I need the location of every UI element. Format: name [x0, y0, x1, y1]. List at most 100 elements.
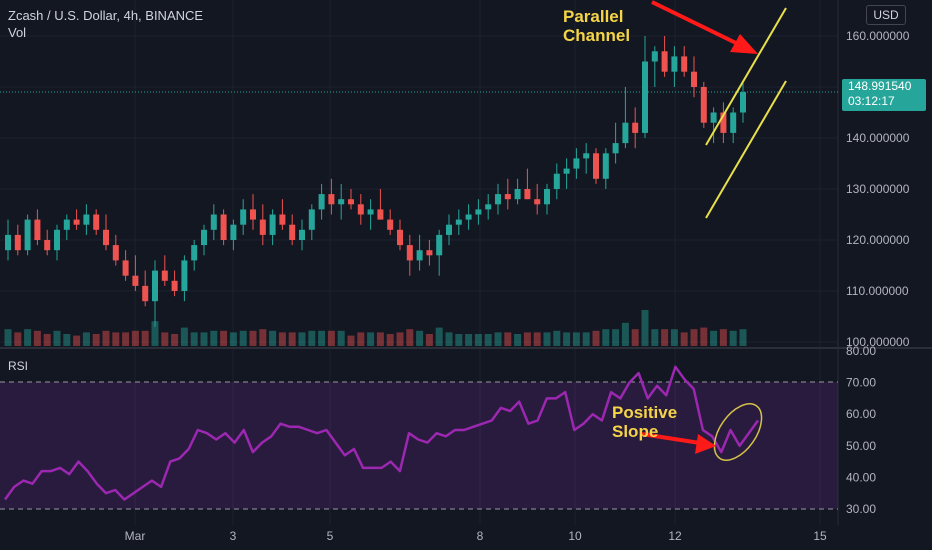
- volume-bar: [151, 321, 159, 346]
- candle-body: [671, 56, 678, 72]
- candle-body: [661, 51, 668, 72]
- volume-bar: [592, 330, 600, 346]
- volume-bar: [73, 335, 81, 346]
- candle-body: [632, 122, 639, 133]
- volume-bar: [651, 329, 659, 346]
- time-tick-label: 8: [477, 529, 484, 543]
- price-tick-label: 130.000000: [846, 182, 910, 196]
- volume-bar: [425, 334, 433, 346]
- volume-bar: [4, 329, 12, 346]
- candle-body: [593, 153, 599, 179]
- volume-bar: [141, 330, 149, 346]
- candle-body: [220, 214, 227, 240]
- volume-bar: [278, 332, 286, 346]
- channel-lower-line: [705, 80, 787, 219]
- candle-body: [602, 153, 609, 179]
- volume-bar: [259, 329, 267, 346]
- candle-body: [152, 270, 158, 302]
- rsi-series: [3, 365, 760, 501]
- time-tick-label: Mar: [125, 529, 146, 543]
- candle-body: [544, 189, 550, 205]
- volume-bar: [631, 329, 639, 346]
- volume-bar: [288, 332, 296, 346]
- volume-bar: [327, 330, 335, 346]
- volume-bar: [406, 329, 414, 346]
- volume-bar: [680, 332, 688, 346]
- candle-body: [377, 209, 384, 220]
- volume-bar: [14, 332, 22, 346]
- volume-bar: [563, 332, 571, 346]
- candle-body: [622, 122, 629, 144]
- volume-bar: [269, 330, 277, 346]
- channel-label-2: Channel: [563, 26, 630, 45]
- price-tick-label: 120.000000: [846, 233, 910, 247]
- candle-body: [24, 219, 31, 251]
- candle-body: [250, 209, 256, 220]
- volume-bar: [347, 335, 355, 346]
- price-axis[interactable]: 160.000000150.000000140.000000130.000000…: [846, 29, 910, 349]
- volume-bar: [729, 330, 737, 346]
- candle-body: [504, 194, 511, 200]
- candle-body: [230, 224, 237, 240]
- candle-body: [514, 189, 521, 200]
- currency-button[interactable]: USD: [866, 5, 906, 25]
- candle-body: [328, 194, 335, 205]
- time-tick-label: 10: [568, 529, 582, 543]
- volume-bar: [533, 332, 541, 346]
- volume-bar: [33, 330, 41, 346]
- candle-body: [651, 51, 658, 62]
- volume-bar: [337, 330, 345, 346]
- volume-label: Vol: [8, 25, 27, 40]
- candle-body: [357, 204, 364, 215]
- volume-bar: [621, 322, 629, 346]
- candle-body: [54, 229, 60, 251]
- volume-bar: [112, 332, 120, 346]
- last-price-value: 148.991540: [848, 79, 912, 93]
- volume-bar: [670, 329, 678, 346]
- candle-body: [416, 250, 423, 261]
- volume-bar: [200, 332, 208, 346]
- rsi-axis[interactable]: 80.00 70.00 60.00 50.00 40.00 30.00: [846, 344, 876, 516]
- candle-body: [34, 219, 41, 240]
- candle-body: [181, 260, 188, 291]
- candle-body: [406, 245, 413, 261]
- volume-bar: [63, 334, 71, 346]
- candle-body: [122, 260, 129, 276]
- volume-bar: [435, 327, 443, 346]
- volume-bar: [612, 329, 620, 346]
- time-tick-label: 5: [327, 529, 334, 543]
- volume-bar: [122, 332, 130, 346]
- candle-body: [269, 214, 276, 235]
- price-tick-label: 110.000000: [846, 284, 909, 298]
- candle-body: [279, 214, 286, 225]
- volume-bar: [171, 334, 179, 346]
- candle-body: [289, 224, 296, 240]
- candle-body: [348, 199, 354, 205]
- volume-bar: [523, 332, 531, 346]
- rsi-tick-label: 80.00: [846, 344, 876, 358]
- candle-body: [132, 275, 139, 286]
- volume-bar: [386, 334, 394, 346]
- candle-body: [446, 224, 452, 235]
- volume-bar: [553, 330, 561, 346]
- candle-body: [495, 194, 501, 205]
- price-tick-label: 100.000000: [846, 335, 910, 349]
- channel-arrow-shaft: [651, 0, 739, 46]
- candle-body: [455, 219, 462, 225]
- candle-body: [730, 112, 737, 133]
- candles: [5, 36, 746, 327]
- volume-bar: [367, 332, 375, 346]
- slope-arrow-shaft: [641, 432, 701, 445]
- candle-body: [240, 209, 247, 225]
- candle-body: [14, 234, 21, 251]
- candle-body: [720, 112, 727, 133]
- candle-body: [553, 173, 560, 189]
- last-price-badge: 148.991540 03:12:17: [842, 79, 926, 111]
- volume-bar: [396, 332, 404, 346]
- volume-bar: [239, 330, 247, 346]
- volume-bar: [357, 332, 365, 346]
- time-axis[interactable]: Mar 3 5 8 10 12 15: [125, 529, 827, 543]
- candle-body: [397, 229, 403, 246]
- candle-body: [681, 56, 688, 72]
